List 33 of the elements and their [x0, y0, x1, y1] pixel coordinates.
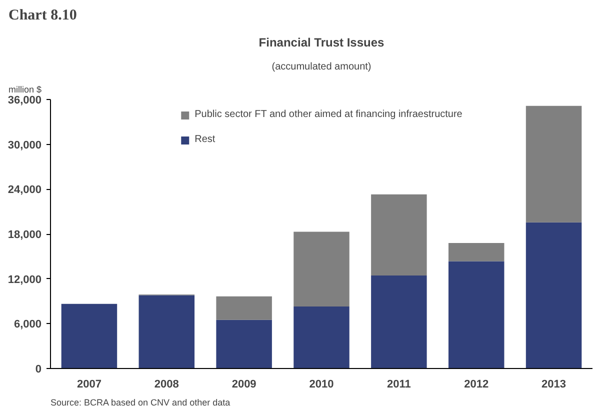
- x-tick-label: 2013: [542, 378, 566, 390]
- bar: [216, 320, 272, 368]
- chart-subtitle: (accumulated amount): [272, 62, 372, 72]
- source-note: Source: BCRA based on CNV and other data: [50, 398, 230, 408]
- bar: [294, 306, 350, 368]
- y-tick-label: 30,000: [8, 139, 42, 152]
- y-tick-label: 6,000: [14, 318, 42, 331]
- bar: [526, 106, 582, 222]
- x-tick-label: 2012: [464, 378, 489, 390]
- y-axis-title: million $: [8, 84, 42, 94]
- legend-label: Public sector FT and other aimed at financing infraestructure: [194, 109, 462, 120]
- bar: [371, 275, 427, 368]
- bar: [448, 261, 504, 368]
- x-tick-label: 2007: [76, 378, 102, 390]
- y-tick-label: 24,000: [8, 184, 42, 196]
- y-tick-label: 12,000: [8, 274, 42, 286]
- x-tick-label: 2008: [154, 378, 179, 390]
- chart-title: Financial Trust Issues: [258, 36, 385, 50]
- legend-label: Rest: [194, 134, 216, 145]
- x-tick-label: 2009: [232, 378, 256, 390]
- bar: [371, 194, 427, 276]
- x-tick-label: 2010: [309, 378, 334, 390]
- bar: [448, 242, 504, 262]
- caption: Chart 8.10: [8, 8, 77, 24]
- bar: [294, 232, 350, 306]
- y-tick-label: 0: [35, 364, 42, 376]
- bar: [138, 295, 195, 368]
- bar: [216, 296, 272, 320]
- y-tick-label: 18,000: [8, 229, 42, 241]
- x-tick-label: 2011: [386, 378, 411, 390]
- bar: [526, 222, 582, 368]
- bar: [61, 304, 118, 368]
- y-tick-label: 36,000: [8, 94, 42, 106]
